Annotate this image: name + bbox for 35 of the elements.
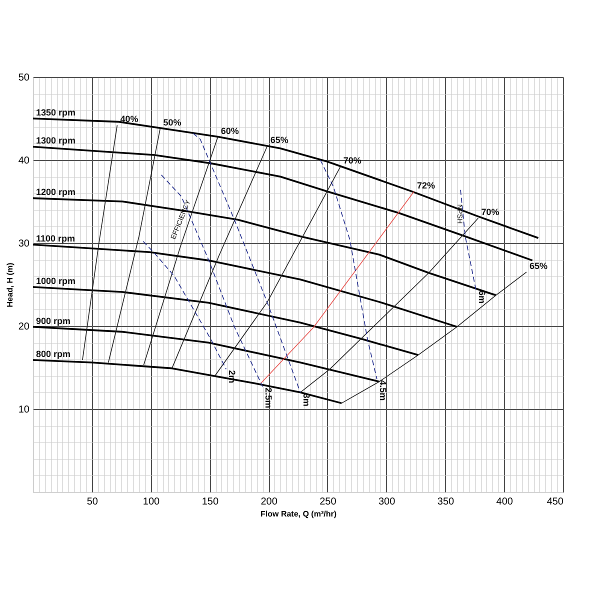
- series-label: 800 rpm: [36, 349, 71, 360]
- text: 3m: [301, 393, 312, 406]
- series-label: 60%: [220, 126, 239, 136]
- y-tick-label: 20: [18, 322, 30, 332]
- x-tick-label: 50: [86, 496, 98, 508]
- series-label: 50%: [163, 117, 182, 128]
- text: 4.5m: [378, 380, 388, 401]
- x-tick-label: 100: [142, 496, 160, 508]
- series-label: 70%: [481, 207, 500, 218]
- y-axis-title: Head, H (m): [5, 262, 14, 308]
- y-tick-label: 40: [18, 156, 30, 166]
- y-tick-label: 30: [18, 238, 30, 250]
- x-tick-label: 250: [320, 496, 337, 508]
- series-label: 65%: [529, 261, 548, 272]
- series-label: 1350 rpm: [36, 108, 76, 118]
- series-label: 40%: [120, 114, 138, 124]
- x-tick-label: 200: [260, 496, 278, 508]
- x-tick-label: 450: [546, 496, 564, 508]
- x-tick-label: 400: [496, 496, 514, 508]
- series-label: 1000 rpm: [36, 276, 76, 286]
- text: 2.5m: [264, 388, 274, 408]
- series-label: 1300 rpm: [36, 136, 76, 146]
- x-tick-label: 300: [378, 496, 396, 508]
- y-tick-label: 10: [18, 404, 30, 416]
- x-tick-label: 150: [202, 496, 219, 508]
- x-tick-label: 350: [437, 496, 454, 508]
- text: 2m: [227, 370, 238, 384]
- x-axis-title: Flow Rate, Q (m³/hr): [260, 510, 337, 518]
- y-tick-label: 50: [18, 72, 30, 84]
- series-label: 1200 rpm: [36, 187, 76, 198]
- series-label: 1100 rpm: [36, 234, 76, 244]
- text: 6m: [476, 290, 487, 304]
- series-label: 65%: [270, 134, 288, 145]
- series-label: 900 rpm: [36, 316, 71, 326]
- series-label: 72%: [417, 180, 436, 191]
